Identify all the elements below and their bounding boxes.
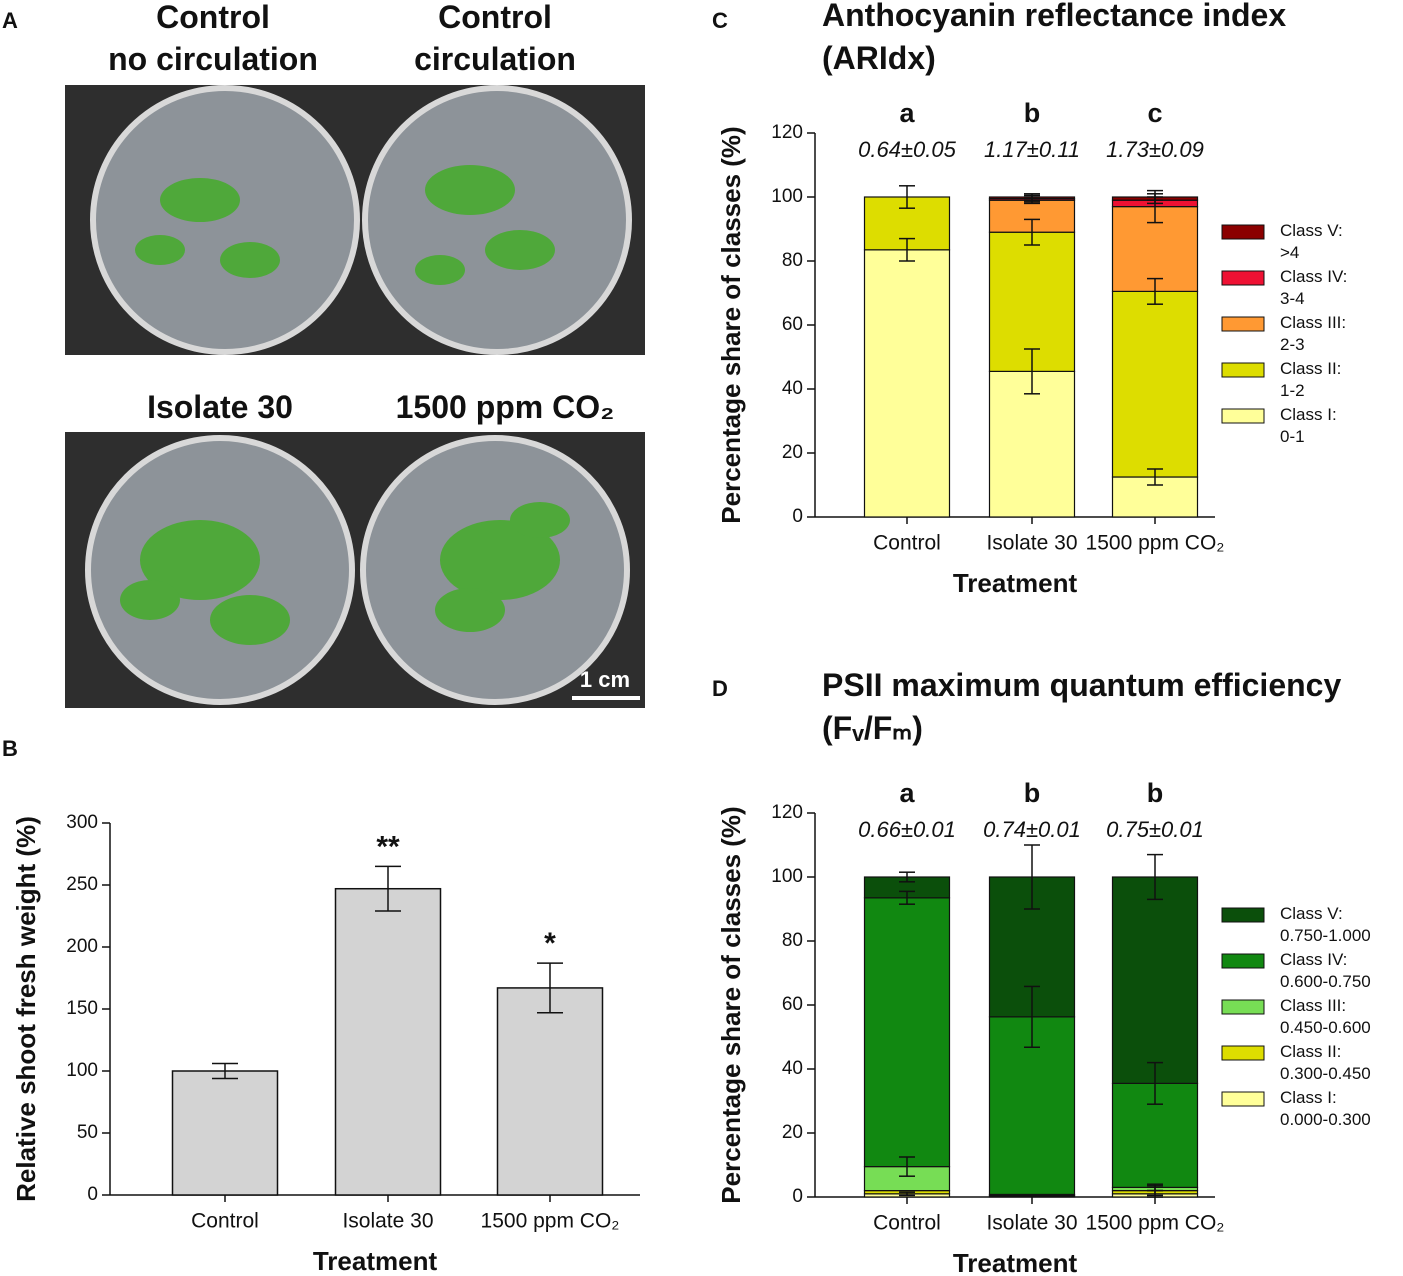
mean-label: 0.64±0.05 <box>858 137 956 162</box>
mean-label: 1.17±0.11 <box>984 137 1080 162</box>
legend-swatch <box>1221 362 1265 378</box>
y-tick-label: 100 <box>771 866 803 887</box>
mean-label: 0.75±0.01 <box>1106 817 1204 842</box>
y-tick-label: 0 <box>87 1184 98 1205</box>
panel-letter: B <box>2 736 18 761</box>
y-axis-label: Relative shoot fresh weight (%) <box>11 816 41 1202</box>
legend-label: Class V: 0.750-1.000 <box>1280 904 1371 945</box>
bar <box>171 1070 279 1196</box>
y-tick-label: 60 <box>782 314 803 335</box>
petri-dish <box>90 85 360 355</box>
y-tick-label: 100 <box>66 1060 98 1081</box>
y-tick-label: 100 <box>771 186 803 207</box>
panel-letter: C <box>712 8 728 33</box>
photo-caption: Control no circulation <box>108 0 318 77</box>
y-tick-label: 40 <box>782 1058 803 1079</box>
bar-segment <box>863 1165 951 1192</box>
significance: * <box>544 927 556 960</box>
y-axis-label: Percentage share of classes (%) <box>716 126 746 523</box>
legend-label: Class I: 0.000-0.300 <box>1280 1088 1371 1129</box>
y-tick-label: 40 <box>782 378 803 399</box>
x-tick-label: 1500 ppm CO₂ <box>481 1210 620 1233</box>
x-tick-label: Control <box>873 1212 941 1235</box>
group-letter: b <box>1024 778 1041 808</box>
legend-swatch <box>1221 1091 1265 1107</box>
bar-segment <box>988 370 1076 518</box>
legend-label: Class III: 0.450-0.600 <box>1280 996 1371 1037</box>
legend-label: Class III: 2-3 <box>1280 313 1347 354</box>
scale-bar-label: 1 cm <box>580 667 630 692</box>
x-axis-label: Treatment <box>953 568 1078 598</box>
x-tick-label: 1500 ppm CO₂ <box>1086 532 1225 555</box>
chart-title: PSII maximum quantum efficiency (Fᵥ/Fₘ) <box>822 667 1342 746</box>
legend-label: Class IV: 0.600-0.750 <box>1280 950 1371 991</box>
group-letter: b <box>1147 778 1164 808</box>
y-tick-label: 0 <box>792 1186 803 1207</box>
petri-dish <box>362 85 632 355</box>
y-tick-label: 80 <box>782 250 803 271</box>
y-tick-label: 20 <box>782 1122 803 1143</box>
y-tick-label: 80 <box>782 930 803 951</box>
legend-label: Class V: >4 <box>1280 221 1343 262</box>
legend-swatch <box>1221 953 1265 969</box>
y-tick-label: 120 <box>771 802 803 823</box>
x-tick-label: Control <box>873 532 941 555</box>
x-tick-label: 1500 ppm CO₂ <box>1086 1212 1225 1235</box>
y-tick-label: 200 <box>66 936 98 957</box>
legend-swatch <box>1221 408 1265 424</box>
y-tick-label: 150 <box>66 998 98 1019</box>
seedlings <box>120 165 570 645</box>
bar-segment <box>863 897 951 1168</box>
bar-segment <box>1111 876 1199 1084</box>
legend-label: Class IV: 3-4 <box>1280 267 1348 308</box>
legend-swatch <box>1221 270 1265 286</box>
group-letter: a <box>899 98 915 128</box>
x-tick-label: Isolate 30 <box>986 532 1077 555</box>
x-tick-label: Isolate 30 <box>986 1212 1077 1235</box>
group-letter: b <box>1024 98 1041 128</box>
significance: ** <box>376 830 400 863</box>
chart-title: Anthocyanin reflectance index (ARIdx) <box>822 0 1287 76</box>
photo-caption: Control circulation <box>414 0 576 77</box>
group-letter: a <box>899 778 915 808</box>
y-tick-label: 120 <box>771 122 803 143</box>
legend-swatch <box>1221 316 1265 332</box>
x-axis-label: Treatment <box>953 1248 1078 1276</box>
y-tick-label: 0 <box>792 506 803 527</box>
x-tick-label: Control <box>191 1210 259 1233</box>
mean-label: 0.66±0.01 <box>858 817 956 842</box>
mean-label: 0.74±0.01 <box>983 817 1081 842</box>
group-letter: c <box>1147 98 1162 128</box>
panel-letter: A <box>2 8 18 33</box>
bar-segment <box>863 249 951 518</box>
photo-caption: Isolate 30 <box>147 389 293 425</box>
y-tick-label: 60 <box>782 994 803 1015</box>
legend-label: Class II: 0.300-0.450 <box>1280 1042 1371 1083</box>
y-tick-label: 50 <box>77 1122 98 1143</box>
legend-swatch <box>1221 907 1265 923</box>
panel-letter: D <box>712 676 728 701</box>
bar <box>496 987 604 1196</box>
y-tick-label: 250 <box>66 874 98 895</box>
legend-swatch <box>1221 999 1265 1015</box>
y-tick-label: 20 <box>782 442 803 463</box>
photo-caption: 1500 ppm CO₂ <box>395 389 615 425</box>
x-tick-label: Isolate 30 <box>342 1210 433 1233</box>
legend-swatch <box>1221 1045 1265 1061</box>
bar-segment <box>1111 290 1199 478</box>
y-tick-label: 300 <box>66 812 98 833</box>
legend-swatch <box>1221 224 1265 240</box>
mean-label: 1.73±0.09 <box>1106 137 1204 162</box>
legend-label: Class I: 0-1 <box>1280 405 1337 446</box>
bar-segment <box>988 231 1076 372</box>
x-axis-label: Treatment <box>313 1246 438 1276</box>
bar <box>334 887 442 1196</box>
legend-label: Class II: 1-2 <box>1280 359 1342 400</box>
y-axis-label: Percentage share of classes (%) <box>716 806 746 1203</box>
